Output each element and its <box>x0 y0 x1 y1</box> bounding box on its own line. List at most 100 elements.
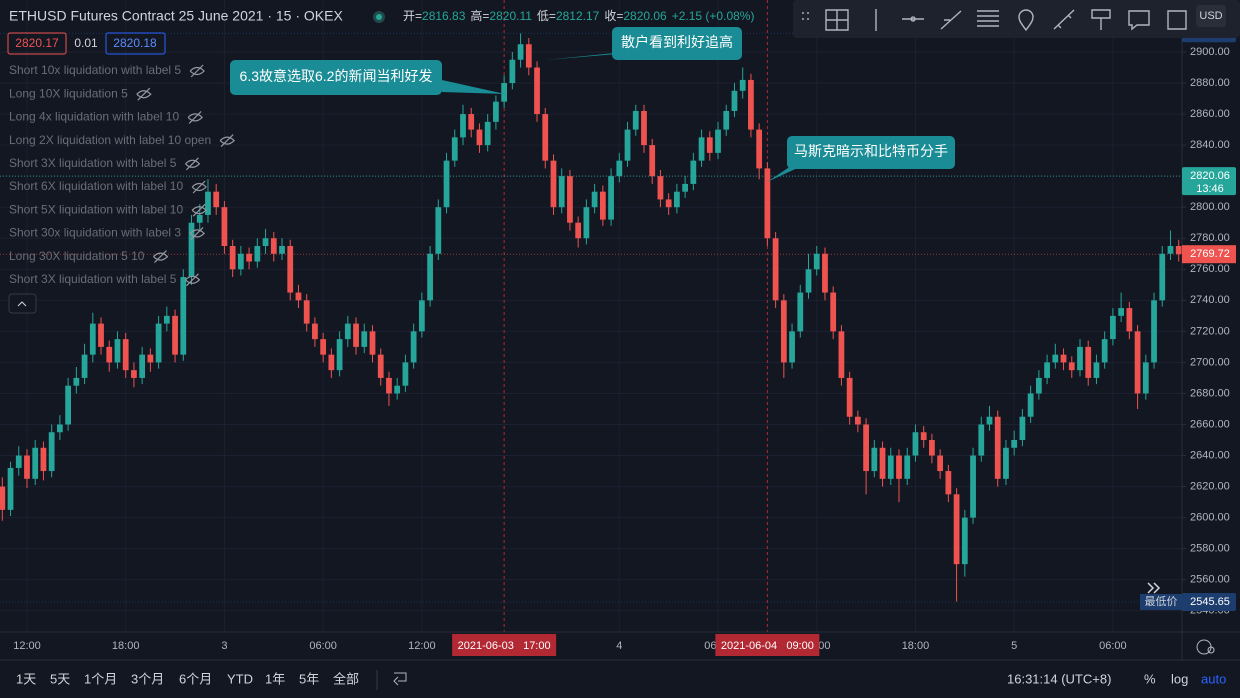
toolbar-icons <box>802 9 1187 32</box>
range-button[interactable]: 5天 <box>50 671 70 686</box>
rect-icon[interactable] <box>1167 10 1187 30</box>
candle-body <box>616 160 623 177</box>
candle-body <box>229 246 236 270</box>
range-button[interactable]: 6个月 <box>179 671 212 686</box>
candle-body <box>517 44 524 60</box>
buy-box[interactable] <box>105 32 166 55</box>
candle-body <box>805 269 812 293</box>
candle-body <box>854 416 861 425</box>
candle-body <box>1035 377 1042 394</box>
candle-body <box>649 145 656 177</box>
ray-icon[interactable] <box>1053 9 1075 30</box>
candle-body <box>665 199 672 208</box>
y-tick-label: 2740.00 <box>1190 294 1230 306</box>
candle-body <box>312 323 318 340</box>
ohlc-key: 开= <box>403 9 422 23</box>
goto-icon[interactable] <box>393 672 407 686</box>
ohlc-key: 低= <box>537 9 556 23</box>
range-button[interactable]: 5年 <box>299 671 319 686</box>
y-tick-label: 2880.00 <box>1190 77 1230 89</box>
scroll-right-icon[interactable] <box>1147 582 1161 594</box>
candle-body <box>1167 246 1174 254</box>
hide-icon[interactable] <box>191 203 207 217</box>
buy-price: 2820.18 <box>113 36 157 50</box>
annotation-text: 6.3故意选取6.2的新闻当利好发 <box>240 68 433 84</box>
candle-body <box>912 432 919 456</box>
candle-body <box>476 129 483 146</box>
candle-body <box>336 339 343 371</box>
range-button[interactable]: YTD <box>227 671 253 686</box>
time-highlight-label: 2021-06-04 09:00 <box>721 640 814 652</box>
hide-icon[interactable] <box>185 273 201 287</box>
price-line-label: 2545.65 <box>1190 596 1230 608</box>
candle-body <box>1052 354 1059 363</box>
candle-body <box>32 447 39 479</box>
price-line-tag <box>1140 593 1182 610</box>
candle-body <box>723 110 730 130</box>
hide-icon[interactable] <box>185 157 201 171</box>
range-button[interactable]: 1年 <box>265 671 285 686</box>
sell-price: 2820.17 <box>15 36 59 50</box>
candle-body <box>1085 346 1092 378</box>
candle-body <box>1019 416 1026 441</box>
scale-option[interactable]: % <box>1144 671 1156 686</box>
settings-icon[interactable] <box>1196 639 1215 655</box>
scale-option[interactable]: auto <box>1201 671 1226 686</box>
collapse-button[interactable] <box>8 293 37 314</box>
y-tick-label: 2620.00 <box>1190 480 1230 492</box>
candle-body <box>534 67 540 115</box>
range-button[interactable]: 1天 <box>16 671 36 686</box>
annotation-box <box>612 27 742 60</box>
candle-body <box>1011 440 1018 448</box>
candle-body <box>715 129 721 153</box>
grid <box>0 0 1182 632</box>
hide-icon[interactable] <box>189 226 205 240</box>
indicator-label: Short 10x liquidation with label 5 <box>9 63 181 77</box>
candle-body <box>394 385 401 394</box>
candle-body <box>525 44 532 68</box>
annotation-text: 散户看到利好追高 <box>621 34 733 50</box>
fib-icon[interactable] <box>977 10 999 27</box>
candle-body <box>863 424 869 472</box>
flag-icon[interactable] <box>1091 9 1111 30</box>
callout-icon[interactable] <box>1128 10 1150 31</box>
indicator-label: Long 30X liquidation 5 10 <box>9 249 145 263</box>
sell-box[interactable] <box>7 32 67 55</box>
scale-option[interactable]: log <box>1171 671 1188 686</box>
trend-line-icon[interactable] <box>940 10 962 30</box>
candle-body <box>1142 362 1149 394</box>
indicator-label: Short 30x liquidation with label 3 <box>9 226 181 240</box>
range-button[interactable]: 1个月 <box>84 671 117 686</box>
annotation-box <box>230 60 442 95</box>
ohlc-key: 收= <box>604 9 623 23</box>
candle-body <box>361 331 368 347</box>
candle-body <box>1093 362 1100 378</box>
range-button[interactable]: 全部 <box>333 671 359 686</box>
candle-body <box>583 207 590 239</box>
hide-icon[interactable] <box>219 134 236 148</box>
candle-body <box>575 222 582 239</box>
currency-box[interactable] <box>1196 5 1226 27</box>
y-tick-label: 2900.00 <box>1190 46 1230 58</box>
hide-icon[interactable] <box>187 110 203 124</box>
candle-body <box>451 137 458 161</box>
range-button[interactable]: 3个月 <box>131 671 164 686</box>
candle-body <box>213 191 220 208</box>
candle-body <box>953 494 960 565</box>
candle-body <box>435 207 442 254</box>
pin-icon[interactable] <box>1018 9 1034 32</box>
annotation-box <box>787 136 955 169</box>
candle-body <box>1175 246 1182 255</box>
candle-body <box>822 253 828 293</box>
plot <box>0 33 1182 602</box>
crosshair-icon[interactable] <box>825 9 849 31</box>
candle-body <box>887 455 894 479</box>
x-tick-label: 06:00 <box>309 640 337 652</box>
hide-icon[interactable] <box>189 64 205 78</box>
candle-body <box>246 253 252 262</box>
hide-icon[interactable] <box>191 180 207 194</box>
hide-icon[interactable] <box>136 87 152 101</box>
hide-icon[interactable] <box>153 250 169 264</box>
horizontal-line-icon[interactable] <box>902 16 924 22</box>
